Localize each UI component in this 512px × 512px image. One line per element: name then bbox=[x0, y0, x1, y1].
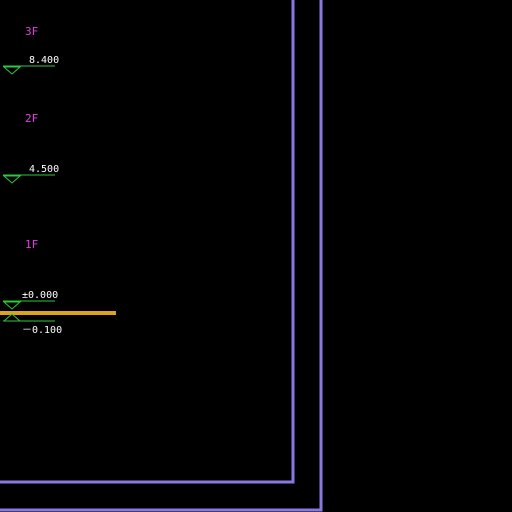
outer-frame-line bbox=[0, 0, 323, 512]
level-marker-triangle-icon bbox=[2, 313, 22, 322]
drawing-frame bbox=[0, 0, 323, 512]
level-marker-0000: ±0.000 bbox=[2, 290, 58, 310]
floor-label-1f: 1F bbox=[25, 238, 38, 251]
level-marker-minus-0100: －0.100 bbox=[2, 313, 62, 336]
floor-label-3f: 3F bbox=[25, 25, 38, 38]
elevation-label: 8.400 bbox=[29, 55, 59, 66]
level-marker-triangle-icon bbox=[2, 66, 22, 75]
floor-label-2f: 2F bbox=[25, 112, 38, 125]
elevation-label: 4.500 bbox=[29, 164, 59, 175]
level-marker-8400: 8.400 bbox=[2, 55, 59, 75]
elevation-label: ±0.000 bbox=[22, 290, 58, 301]
elevation-label: －0.100 bbox=[22, 325, 62, 336]
inner-frame-line bbox=[0, 0, 295, 484]
level-marker-4500: 4.500 bbox=[2, 164, 59, 184]
level-marker-triangle-icon bbox=[2, 301, 22, 310]
level-marker-triangle-icon bbox=[2, 175, 22, 184]
